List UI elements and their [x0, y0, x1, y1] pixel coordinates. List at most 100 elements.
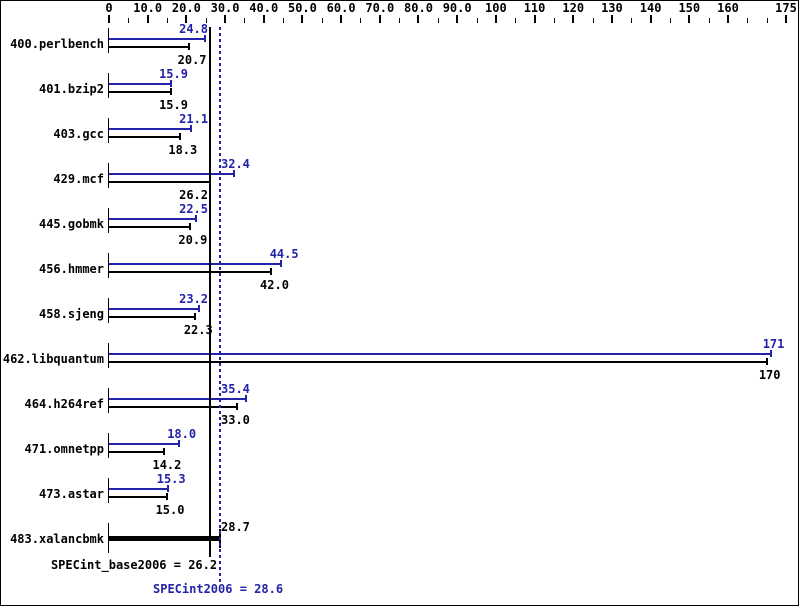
base-bar [109, 316, 196, 318]
benchmark-label: 473.astar [38, 487, 104, 501]
x-axis-major-tick [185, 15, 188, 23]
x-axis-tick-label: 150 [678, 1, 701, 15]
peak-bar-end-cap [280, 260, 283, 267]
peak-bar [109, 398, 246, 400]
benchmark-label: 471.omnetpp [24, 442, 104, 456]
benchmark-label: 483.xalancbmk [10, 532, 104, 546]
peak-bar-end-cap [233, 170, 236, 177]
base-value-label: 33.0 [221, 413, 250, 427]
peak-value-label: 23.2 [179, 292, 209, 306]
base-value-label: 26.2 [179, 188, 209, 202]
benchmark-label: 462.libquantum [2, 352, 104, 366]
base-value-label: 20.7 [177, 53, 207, 67]
x-axis-major-tick [726, 15, 729, 23]
x-axis-major-tick [494, 15, 497, 23]
row-zero-axis-line [108, 298, 109, 323]
benchmark-label: 400.perlbench [10, 37, 104, 51]
peak-mean-line [218, 27, 221, 583]
base-bar-end-cap [188, 43, 191, 50]
x-axis-minor-tick [360, 18, 361, 23]
base-bar [109, 46, 190, 48]
base-value-label: 28.7 [221, 520, 250, 534]
peak-bar [109, 263, 282, 265]
x-axis-minor-tick [167, 18, 168, 23]
base-bar-end-cap [270, 268, 273, 275]
x-axis-tick-label: 70.0 [365, 1, 395, 15]
base-bar-end-cap [235, 403, 238, 410]
benchmark-label: 401.bzip2 [38, 82, 104, 96]
peak-bar-end-cap [167, 485, 170, 492]
x-axis-minor-tick [554, 18, 555, 23]
x-axis-tick-label: 110 [523, 1, 546, 15]
x-axis-minor-tick [128, 18, 129, 23]
benchmark-label: 429.mcf [53, 172, 104, 186]
base-bar [109, 271, 272, 273]
base-value-label: 15.0 [155, 503, 185, 517]
x-axis-major-tick [572, 15, 575, 23]
x-axis-minor-tick [515, 18, 516, 23]
peak-bar [109, 128, 191, 130]
x-axis-tick-label: 20.0 [171, 1, 201, 15]
x-axis-minor-tick [747, 18, 748, 23]
base-bar [109, 136, 180, 138]
x-axis-major-tick [224, 15, 227, 23]
base-bar [109, 226, 190, 228]
x-axis-minor-tick [322, 18, 323, 23]
x-axis-major-tick [533, 15, 536, 23]
x-axis-tick-label: 160 [717, 1, 739, 15]
row-zero-axis-line [108, 208, 109, 233]
x-axis-minor-tick [206, 18, 207, 23]
x-axis-tick-label: 90.0 [442, 1, 472, 15]
x-axis-tick-label: 10.0 [133, 1, 163, 15]
peak-bar [109, 83, 171, 85]
peak-bar [109, 218, 197, 220]
row-zero-axis-line [108, 433, 109, 458]
peak-bar [109, 488, 169, 490]
peak-bar [109, 443, 179, 445]
base-bar [109, 536, 221, 541]
peak-bar-end-cap [177, 440, 180, 447]
x-axis-major-tick [301, 15, 304, 23]
x-axis-minor-tick [477, 18, 478, 23]
peak-bar-end-cap [189, 125, 192, 132]
x-axis-major-tick [146, 15, 149, 23]
x-axis-tick-label: 80.0 [404, 1, 433, 15]
peak-value-label: 15.3 [156, 472, 186, 486]
peak-value-label: 22.5 [179, 202, 209, 216]
x-axis-major-tick [108, 15, 110, 23]
x-axis-major-tick [649, 15, 652, 23]
benchmark-label: 403.gcc [53, 127, 104, 141]
peak-value-label: 24.8 [179, 22, 209, 36]
peak-bar-end-cap [169, 80, 172, 87]
peak-value-label: 18.0 [167, 427, 197, 441]
peak-bar-end-cap [197, 305, 200, 312]
peak-bar [109, 38, 205, 40]
base-bar-end-cap [194, 313, 197, 320]
peak-value-label: 21.1 [179, 112, 209, 126]
row-zero-axis-line [108, 28, 109, 53]
base-value-label: 15.9 [159, 98, 188, 112]
benchmark-label: 456.hmmer [38, 262, 104, 276]
benchmark-label: 464.h264ref [24, 397, 104, 411]
row-zero-axis-line [108, 478, 109, 503]
row-zero-axis-line [108, 523, 109, 553]
peak-value-label: 32.4 [221, 157, 250, 171]
base-bar-end-cap [169, 88, 172, 95]
base-value-label: 20.9 [178, 233, 208, 247]
peak-mean-label: SPECint2006 = 28.6 [153, 582, 284, 596]
row-zero-axis-line [108, 73, 109, 98]
x-axis-tick-label: 100 [485, 1, 507, 15]
x-axis-major-tick [340, 15, 343, 23]
peak-bar [109, 173, 235, 175]
peak-bar [109, 308, 199, 310]
x-axis-minor-tick [767, 18, 768, 23]
x-axis-minor-tick [709, 18, 710, 23]
base-mean-label: SPECint_base2006 = 26.2 [50, 558, 218, 572]
benchmark-label: 458.sjeng [38, 307, 104, 321]
x-axis-minor-tick [438, 18, 439, 23]
base-bar-end-cap [188, 223, 191, 230]
row-zero-axis-line [108, 343, 109, 368]
x-axis-minor-tick [631, 18, 632, 23]
x-axis-minor-tick [670, 18, 671, 23]
base-bar-end-cap [166, 493, 169, 500]
